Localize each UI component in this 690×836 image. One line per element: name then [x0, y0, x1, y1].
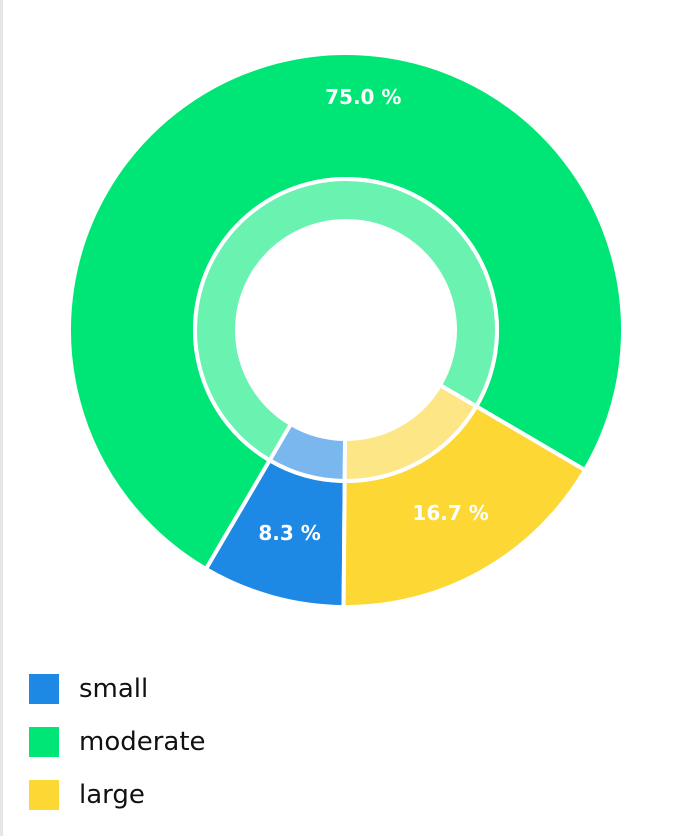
legend-label-large: large — [79, 779, 145, 810]
slice-label-moderate: 75.0 % — [325, 85, 401, 109]
legend-swatch-large — [29, 779, 59, 810]
slice-inner-large — [342, 383, 479, 483]
donut-chart: 8.3 % 75.0 % 16.7 % — [67, 51, 625, 609]
legend-swatch-small — [29, 673, 59, 704]
legend-item-moderate[interactable]: moderate — [29, 715, 206, 768]
chart-slices — [67, 51, 625, 609]
legend-label-moderate: moderate — [79, 726, 206, 757]
slice-label-small: 8.3 % — [258, 521, 320, 545]
chart-legend: small moderate large — [29, 662, 206, 821]
left-border — [0, 0, 3, 836]
legend-item-large[interactable]: large — [29, 768, 206, 821]
legend-item-small[interactable]: small — [29, 662, 206, 715]
chart-labels: 8.3 % 75.0 % 16.7 % — [258, 85, 488, 545]
slice-inner-moderate — [193, 177, 499, 463]
legend-label-small: small — [79, 673, 149, 704]
slice-label-large: 16.7 % — [412, 501, 488, 525]
legend-swatch-moderate — [29, 726, 59, 757]
